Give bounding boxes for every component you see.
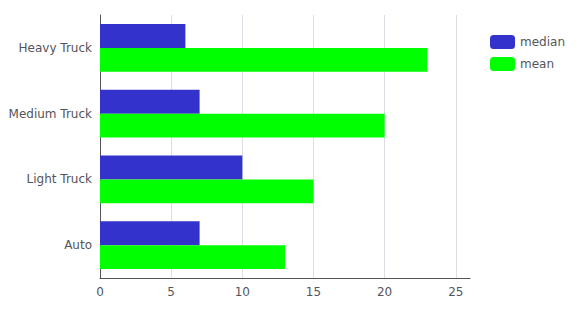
- svg-text:median: median: [520, 35, 565, 49]
- svg-text:15: 15: [306, 285, 321, 299]
- svg-text:25: 25: [448, 285, 463, 299]
- svg-text:Light Truck: Light Truck: [27, 172, 92, 186]
- svg-text:0: 0: [96, 285, 104, 299]
- svg-text:Auto: Auto: [64, 238, 92, 252]
- svg-text:20: 20: [377, 285, 392, 299]
- svg-text:5: 5: [167, 285, 175, 299]
- svg-text:Medium Truck: Medium Truck: [9, 107, 93, 121]
- svg-text:mean: mean: [520, 57, 554, 71]
- svg-text:10: 10: [235, 285, 250, 299]
- svg-text:Heavy Truck: Heavy Truck: [19, 41, 92, 55]
